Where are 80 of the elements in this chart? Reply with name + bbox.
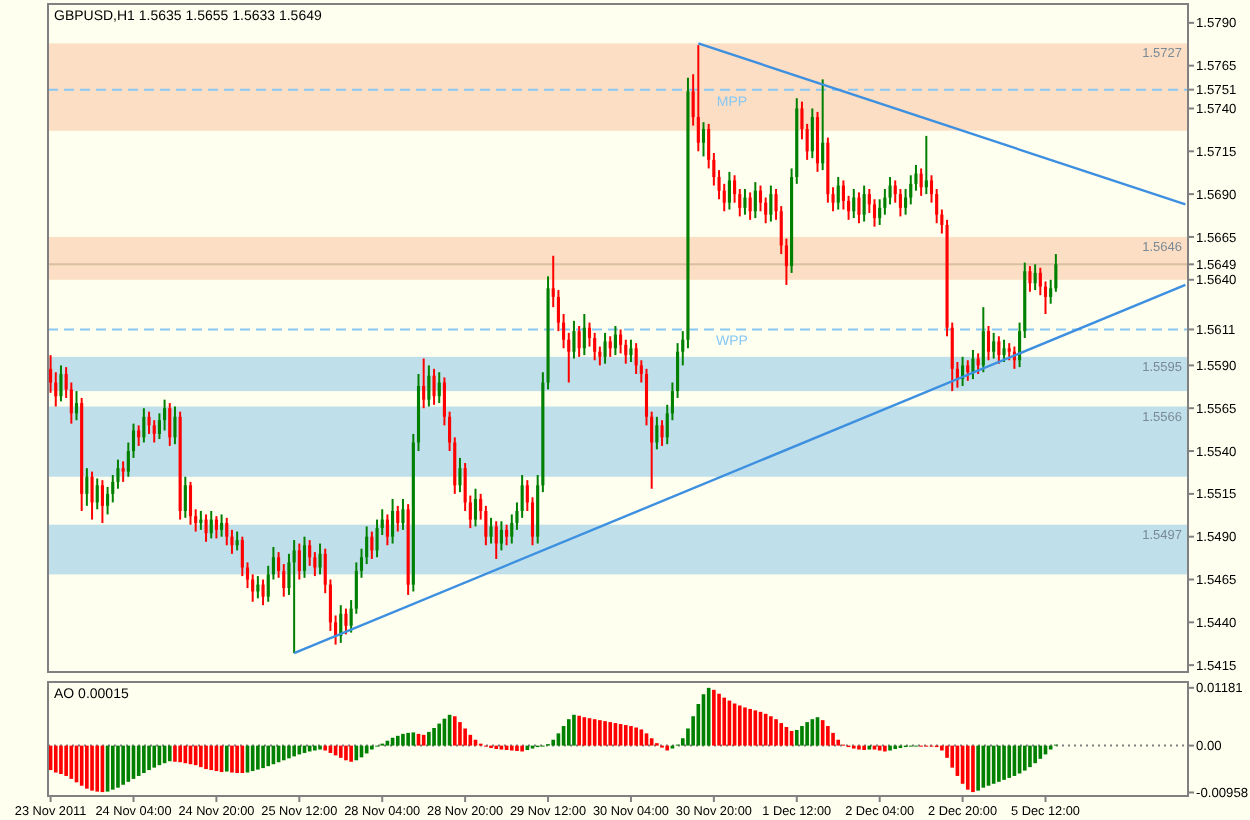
candlestick [422,357,426,410]
candlestick [59,364,63,403]
candlestick [100,479,104,524]
candlestick [297,542,301,581]
candlestick [432,367,436,406]
candlestick [401,498,405,531]
candlestick [815,110,820,173]
candlestick [220,513,224,538]
candlestick [613,325,617,357]
candlestick [505,523,509,547]
candlestick [1028,265,1032,293]
candlestick [1002,338,1006,363]
candlestick [769,184,773,223]
candlestick [577,325,581,358]
candlestick [183,475,187,519]
candlestick [163,398,167,432]
candlestick [966,359,970,382]
candlestick [95,477,99,511]
candlestick [1033,263,1037,292]
candlestick [168,402,172,447]
candlestick [499,520,503,552]
candlestick [458,456,462,494]
candlestick [235,530,239,552]
candlestick [748,191,752,221]
candlestick [629,338,633,363]
candlestick [701,121,706,158]
candlestick [836,175,840,211]
candlestick [147,410,151,435]
candlestick [489,516,493,545]
candlestick [572,319,576,360]
candlestick [209,509,213,540]
candlestick [582,313,586,357]
candlestick [821,78,825,172]
candlestick [862,184,866,223]
candlestick [981,306,985,374]
candlestick [437,371,441,405]
candlestick [385,513,389,547]
candlestick [898,187,902,218]
candlestick [391,498,395,545]
candlestick [427,364,431,408]
candlestick [608,335,612,358]
candlestick [318,542,322,576]
candlestick [261,578,265,607]
candlestick [370,530,374,560]
candlestick [593,331,597,362]
candlestick [74,390,79,422]
candlestick [997,335,1001,365]
candlestick [986,325,991,362]
candlestick [188,480,193,526]
candlestick [473,487,478,528]
candlestick [971,348,975,381]
candlestick [494,520,498,560]
candlestick [90,470,94,521]
candlestick [660,419,664,447]
candlestick [655,415,659,451]
candlestick [225,516,229,547]
candlestick [727,170,731,211]
candlestick [696,44,700,153]
candlestick [603,331,607,365]
candlestick [919,167,923,197]
candlestick [810,107,814,160]
candlestick [857,191,861,225]
candlestick [292,539,296,655]
candlestick [214,515,218,540]
candlestick [634,342,638,375]
candlestick [85,467,89,507]
candlestick [753,181,757,220]
candlestick [992,331,996,360]
candlestick [344,607,348,636]
candlestick [121,460,125,483]
candlestick [302,535,307,579]
candlestick [142,407,146,444]
candlestick [204,513,208,543]
candlestick [852,187,856,220]
candlestick [137,424,141,447]
candlestick [152,419,156,444]
candlestick [924,134,928,196]
candlestick [173,405,177,446]
candlestick [743,187,747,216]
candlestick [396,504,400,533]
